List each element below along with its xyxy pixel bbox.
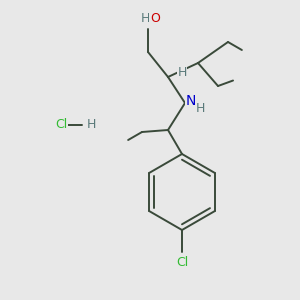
Text: H: H (177, 65, 187, 79)
Text: N: N (186, 94, 196, 108)
Text: O: O (150, 11, 160, 25)
Text: Cl: Cl (176, 256, 188, 268)
Text: H: H (86, 118, 96, 131)
Text: H: H (195, 101, 205, 115)
Text: Cl: Cl (55, 118, 67, 131)
Text: H: H (140, 11, 150, 25)
